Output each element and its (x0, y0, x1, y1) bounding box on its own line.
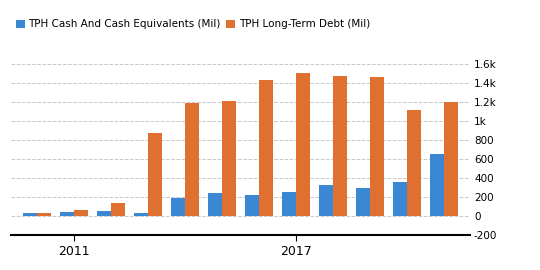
Bar (23, 213, 37, 216)
Bar (148, 133, 162, 216)
Bar (245, 195, 259, 216)
Bar (37, 213, 51, 216)
Bar (282, 192, 296, 216)
Bar (319, 185, 333, 216)
Bar (296, 73, 310, 216)
Bar (370, 77, 384, 216)
Bar (97, 211, 111, 216)
Bar (171, 198, 185, 216)
Bar (407, 110, 421, 216)
Bar (259, 80, 273, 216)
Bar (430, 154, 444, 216)
Bar (208, 193, 222, 216)
Bar (185, 103, 199, 216)
Bar (444, 102, 458, 216)
Legend: TPH Cash And Cash Equivalents (Mil), TPH Long-Term Debt (Mil): TPH Cash And Cash Equivalents (Mil), TPH… (16, 19, 370, 29)
Bar (134, 213, 148, 216)
Bar (356, 188, 370, 216)
Bar (59, 212, 74, 216)
Bar (222, 101, 236, 216)
Bar (111, 204, 125, 216)
Bar (393, 182, 407, 216)
Bar (333, 76, 347, 216)
Bar (74, 210, 88, 216)
